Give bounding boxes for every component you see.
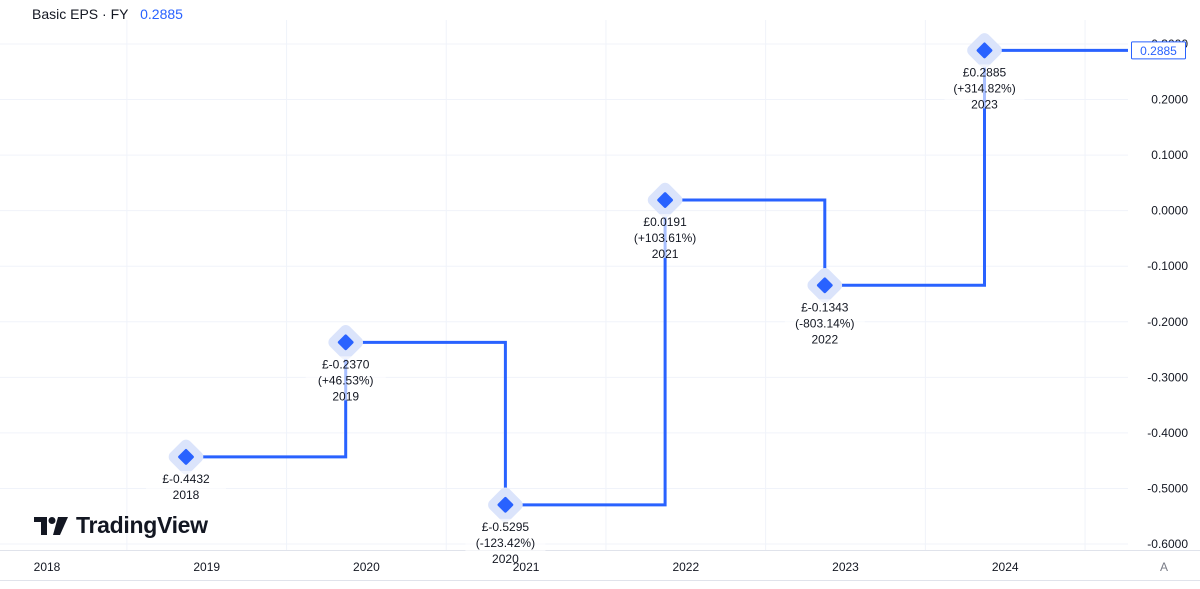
eps-step-line — [186, 48, 1128, 507]
data-point-marker — [976, 42, 993, 59]
x-tick-label: 2024 — [992, 560, 1019, 574]
data-label-backdrop — [305, 356, 386, 401]
data-label-backdrop — [146, 470, 226, 501]
data-point-marker — [816, 277, 833, 294]
price-tag-box — [1131, 41, 1186, 60]
data-point-marker — [497, 496, 514, 513]
data-point-marker — [337, 334, 354, 351]
price-tag-label: 0.2885 — [1140, 44, 1177, 58]
tradingview-logo-icon — [34, 516, 68, 535]
data-label-backdrop — [944, 64, 1025, 109]
x-tick-label: 2019 — [193, 560, 220, 574]
data-label-change: (+314.82%) — [953, 81, 1015, 95]
data-label-year: 2019 — [332, 389, 359, 403]
y-tick-label: -0.4000 — [1147, 426, 1188, 440]
data-label-value: £-0.4432 — [162, 472, 210, 486]
data-label-backdrop — [465, 518, 546, 563]
y-tick-label: -0.1000 — [1147, 259, 1188, 273]
data-label-change: (-803.14%) — [795, 316, 854, 330]
y-tick-label: 0.2000 — [1151, 93, 1188, 107]
data-label-value: £0.0191 — [643, 215, 687, 229]
auto-scale-button[interactable]: A — [1159, 560, 1168, 574]
data-point-marker — [657, 192, 673, 208]
data-label-backdrop — [784, 299, 865, 344]
data-label-change: (+46.53%) — [318, 373, 374, 387]
y-tick-label: 0.0000 — [1151, 204, 1188, 218]
data-point-marker — [178, 449, 194, 465]
x-tick-label: 2018 — [34, 560, 61, 574]
y-tick-label: -0.2000 — [1147, 315, 1188, 329]
x-tick-label: 2023 — [832, 560, 859, 574]
y-tick-label: -0.6000 — [1147, 537, 1188, 551]
tradingview-logo[interactable]: TradingView — [34, 512, 208, 539]
data-label-value: £0.2885 — [963, 65, 1007, 79]
y-tick-label: -0.5000 — [1147, 481, 1188, 495]
y-tick-label: 0.1000 — [1151, 148, 1188, 162]
data-label-year: 2021 — [652, 247, 679, 261]
data-label-change: (-123.42%) — [476, 536, 535, 550]
data-label-change: (+103.61%) — [634, 231, 696, 245]
chart-header: Basic EPS · FY 0.2885 — [32, 6, 183, 22]
x-tick-label: 2020 — [353, 560, 380, 574]
data-label-year: 2022 — [811, 332, 838, 346]
chart-title: Basic EPS · FY — [32, 6, 129, 22]
current-value: 0.2885 — [140, 6, 183, 22]
data-label-year: 2023 — [971, 97, 998, 111]
x-tick-label: 2021 — [513, 560, 540, 574]
data-label-year: 2018 — [173, 488, 200, 502]
data-label-backdrop — [625, 214, 706, 259]
data-label-value: £-0.2370 — [322, 357, 370, 371]
data-label-year: 2020 — [492, 552, 519, 566]
y-tick-label: -0.3000 — [1147, 370, 1188, 384]
data-label-value: £-0.1343 — [801, 300, 849, 314]
tradingview-logo-text: TradingView — [76, 512, 208, 538]
data-label-value: £-0.5295 — [482, 520, 530, 534]
x-tick-label: 2022 — [672, 560, 699, 574]
